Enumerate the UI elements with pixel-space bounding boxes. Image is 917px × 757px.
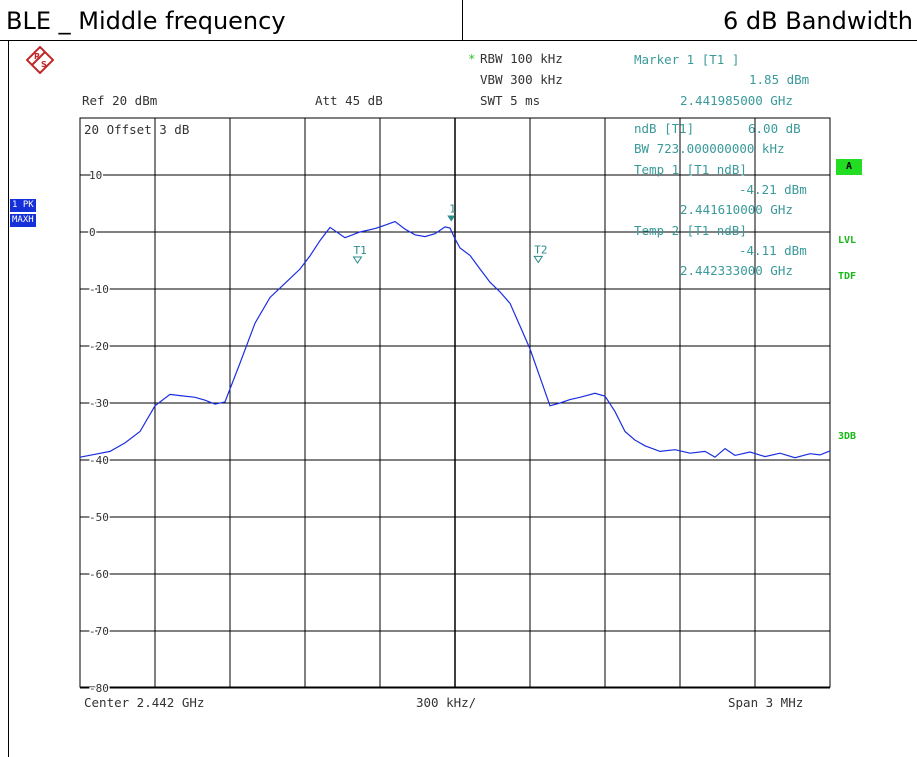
y-tick-label: -20 [89,340,109,353]
trace-line [79,220,831,459]
swt-setting: SWT 5 ms [480,93,541,108]
rbw-modified-flag: * [468,51,476,66]
temp2-level: -4.11 dBm [739,243,807,258]
marker1-title: Marker 1 [T1 ] [634,52,740,67]
ndb-value: 6.00 dB [748,121,801,136]
attenuation: Att 45 dB [315,93,383,108]
rohde-schwarz-logo-icon: R S [26,46,54,74]
y-tick-label: -10 [89,283,109,296]
y-tick-label: -70 [89,625,109,638]
temp2-freq: 2.442333000 GHz [680,263,793,278]
marker-t1-label: T1 [354,244,367,257]
temp1-freq: 2.441610000 GHz [680,202,793,217]
y-tick-label: -80 [89,682,109,695]
y-tick-label: -60 [89,568,109,581]
ref-level: Ref 20 dBm [82,93,158,108]
trace-detector-indicator: 1 PK [10,199,36,212]
marker-t1-triangle [352,256,363,264]
ndb-label: ndB [T1] [634,121,695,136]
bandwidth-result: BW 723.000000000 kHz [634,141,785,156]
page-title: BLE _ Middle frequency [6,7,286,35]
frame-border [8,40,9,757]
center-frequency: Center 2.442 GHz [84,695,205,710]
threshold-indicator: 3DB [838,431,857,442]
lvl-indicator: LVL [838,235,857,246]
temp1-level: -4.21 dBm [739,182,807,197]
measurement-title: 6 dB Bandwidth [723,7,913,35]
rbw-setting: RBW 100 kHz [480,51,563,66]
vbw-setting: VBW 300 kHz [480,72,563,87]
marker-t2-triangle [533,255,544,264]
marker-t2-label: T2 [534,243,547,256]
temp2-title: Temp 2 [T1 ndB] [634,223,747,238]
y-tick-label: -50 [89,511,109,524]
tdf-indicator: TDF [838,271,857,282]
temp1-title: Temp 1 [T1 ndB] [634,162,747,177]
y-tick-label: 0 [89,226,96,239]
trace-a-indicator: A [836,159,862,175]
marker1-level: 1.85 dBm [749,72,810,87]
ref-offset: 20 Offset 3 dB [84,122,190,137]
trace-mode-indicator: MAXH [10,214,36,227]
marker-1-label: 1 [449,202,456,215]
svg-text:R: R [34,52,40,61]
y-tick-label: -30 [89,397,109,410]
header-row: BLE _ Middle frequency 6 dB Bandwidth [0,0,917,41]
y-tick-label: -40 [89,454,109,467]
header-title-cell: BLE _ Middle frequency [0,0,463,40]
frequency-span: Span 3 MHz [728,695,804,710]
y-tick-label: 10 [89,169,102,182]
marker-1-triangle [447,215,456,222]
frequency-per-div: 300 kHz/ [416,695,477,710]
svg-text:S: S [41,60,47,69]
marker1-freq: 2.441985000 GHz [680,93,793,108]
